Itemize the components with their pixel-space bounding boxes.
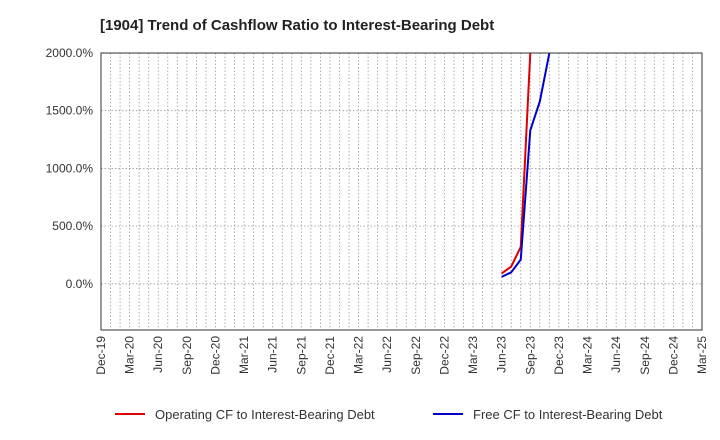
x-tick-label: Sep-22: [409, 336, 423, 375]
x-tick-label: Dec-22: [437, 336, 451, 375]
x-tick-label: Dec-24: [666, 336, 680, 375]
x-tick-labels: Dec-19 Mar-20 Jun-20 Sep-20 Dec-20 Mar-21 Jun-…: [94, 336, 709, 375]
x-tick-label: Mar-24: [581, 336, 595, 374]
y-tick-label: 2000.0%: [46, 46, 94, 60]
x-tick-label: Mar-25: [695, 336, 709, 374]
grid-lines: [100, 52, 703, 330]
x-tick-label: Dec-21: [323, 336, 337, 375]
x-tick-label: Dec-20: [208, 336, 222, 375]
chart-title: [1904] Trend of Cashflow Ratio to Intere…: [100, 17, 494, 34]
legend-label-operating-cf: Operating CF to Interest-Bearing Debt: [155, 407, 375, 422]
x-tick-label: Jun-22: [380, 336, 394, 373]
x-tick-label: Jun-23: [495, 336, 509, 373]
x-tick-label: Jun-24: [609, 336, 623, 373]
x-tick-label: Dec-23: [552, 336, 566, 375]
series-line-1: [501, 53, 551, 278]
y-tick-label: 0.0%: [66, 277, 94, 291]
y-tick-labels: 0.0% 500.0% 1000.0% 1500.0% 2000.0%: [46, 46, 94, 291]
series-lines: [501, 53, 551, 278]
x-tick-label: Jun-21: [266, 336, 280, 373]
x-tick-label: Jun-20: [151, 336, 165, 373]
y-tick-label: 500.0%: [52, 219, 93, 233]
series-line-0: [501, 53, 532, 275]
x-tick-label: Sep-21: [294, 336, 308, 375]
x-tick-label: Sep-20: [180, 336, 194, 375]
x-tick-label: Dec-19: [94, 336, 108, 375]
x-tick-label: Mar-20: [123, 336, 137, 374]
y-tick-label: 1000.0%: [46, 161, 94, 175]
y-tick-label: 1500.0%: [46, 104, 94, 118]
legend-label-free-cf: Free CF to Interest-Bearing Debt: [473, 407, 663, 422]
x-tick-label: Mar-21: [237, 336, 251, 374]
x-tick-label: Mar-23: [466, 336, 480, 374]
x-tick-label: Mar-22: [352, 336, 366, 374]
x-tick-label: Sep-24: [638, 336, 652, 375]
plot-frame: [100, 52, 703, 331]
x-tick-label: Sep-23: [523, 336, 537, 375]
legend: Operating CF to Interest-Bearing Debt Fr…: [115, 407, 663, 422]
